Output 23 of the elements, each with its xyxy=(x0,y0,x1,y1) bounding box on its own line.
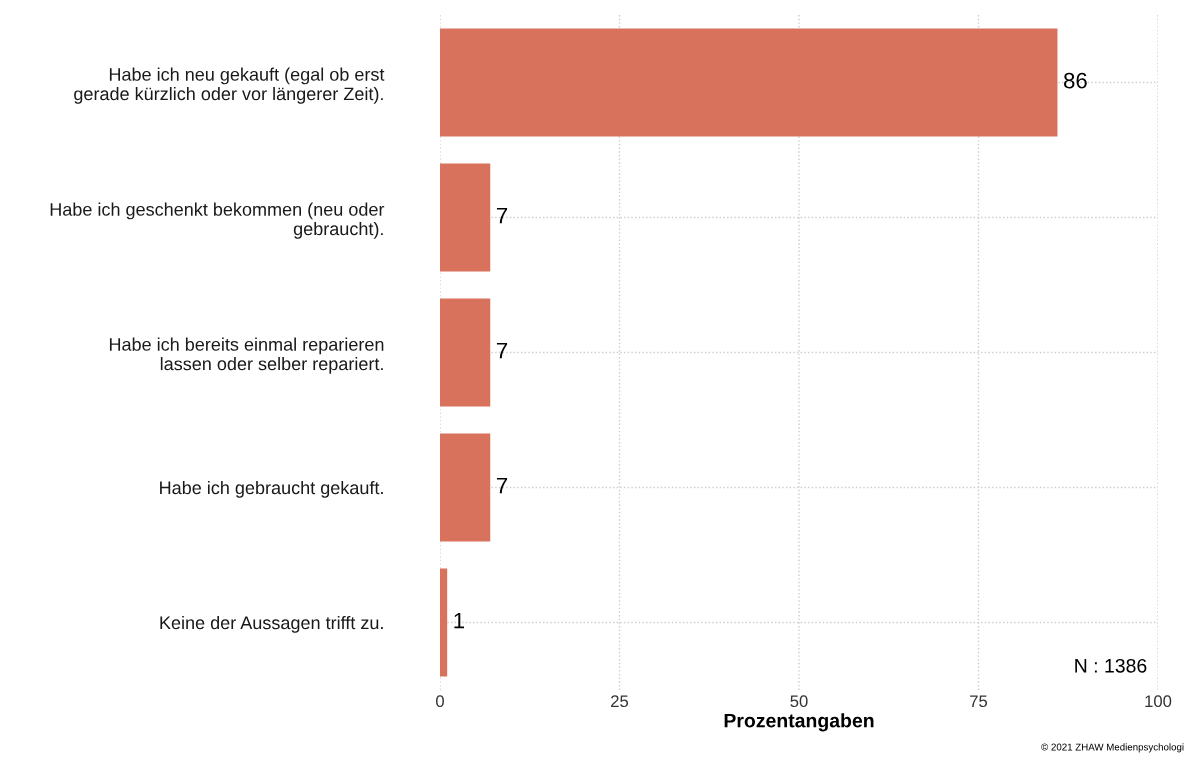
bar xyxy=(440,433,491,542)
y-tick-label: Keine der Aussagen trifft zu. xyxy=(160,615,383,633)
bar xyxy=(440,28,1058,137)
text: © 2021 ZHAW Medienpsychologi xyxy=(1041,743,1184,753)
x-tick-label: 100 xyxy=(1145,695,1172,708)
x-tick-label: 75 xyxy=(970,695,988,708)
bar xyxy=(440,163,491,272)
data-label: 86 xyxy=(1064,72,1087,89)
x-tick-label: 50 xyxy=(790,695,808,708)
data-label: 7 xyxy=(496,207,508,224)
data-label: 1 xyxy=(454,612,465,629)
y-tick-label: Habe ich bereits einmal reparieren lassen oder selber repariert. xyxy=(109,337,384,374)
y-tick-label: Habe ich geschenkt bekommen (neu oder gebraucht). xyxy=(50,202,385,239)
y-tick-label: Habe ich neu gekauft (egal ob erst gerade kürzlich oder vor längerer Zeit). xyxy=(74,67,385,104)
bar xyxy=(440,298,491,407)
y-tick-label: Habe ich gebraucht gekauft. xyxy=(160,480,383,498)
x-axis-title: Prozentangaben xyxy=(724,713,874,732)
data-label: 7 xyxy=(496,477,508,494)
data-label: 7 xyxy=(496,342,508,359)
x-tick-label: 0 xyxy=(436,695,444,708)
annotation: N : 1386 xyxy=(1075,658,1147,673)
x-tick-label: 25 xyxy=(611,695,629,708)
bar xyxy=(440,568,448,677)
